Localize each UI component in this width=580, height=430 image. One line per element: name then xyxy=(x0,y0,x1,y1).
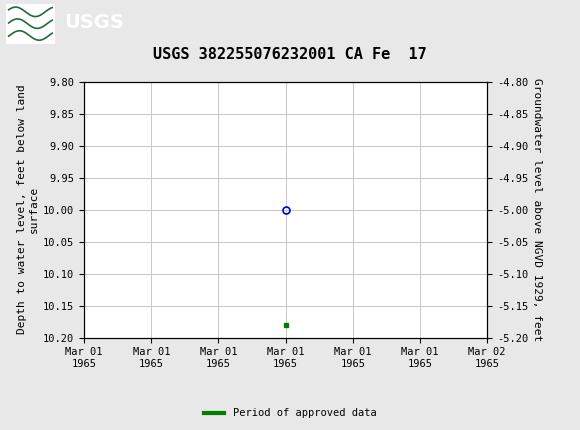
Text: USGS 382255076232001 CA Fe  17: USGS 382255076232001 CA Fe 17 xyxy=(153,47,427,62)
Text: USGS: USGS xyxy=(64,13,124,32)
Y-axis label: Groundwater level above NGVD 1929, feet: Groundwater level above NGVD 1929, feet xyxy=(532,78,542,341)
Legend: Period of approved data: Period of approved data xyxy=(200,404,380,423)
Y-axis label: Depth to water level, feet below land
surface: Depth to water level, feet below land su… xyxy=(17,85,39,335)
FancyBboxPatch shape xyxy=(6,4,55,43)
